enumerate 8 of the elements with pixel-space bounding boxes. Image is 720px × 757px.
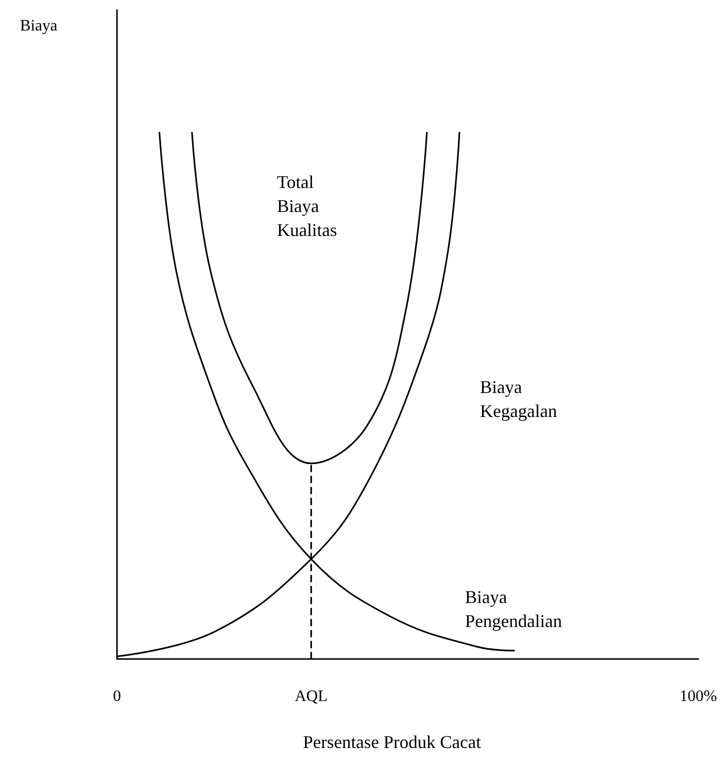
x-tick-label: 100% — [680, 688, 717, 705]
annotation: Biaya Kegagalan — [480, 377, 557, 421]
annotation: Total Biaya Kualitas — [277, 172, 337, 240]
text: Biaya — [20, 18, 58, 34]
x-axis-title: Persentase Produk Cacat — [303, 732, 481, 752]
x-tick-label: AQL — [294, 688, 328, 705]
annotation: Biaya Pengendalian — [465, 587, 562, 631]
x-tick-label: 0 — [113, 688, 121, 705]
